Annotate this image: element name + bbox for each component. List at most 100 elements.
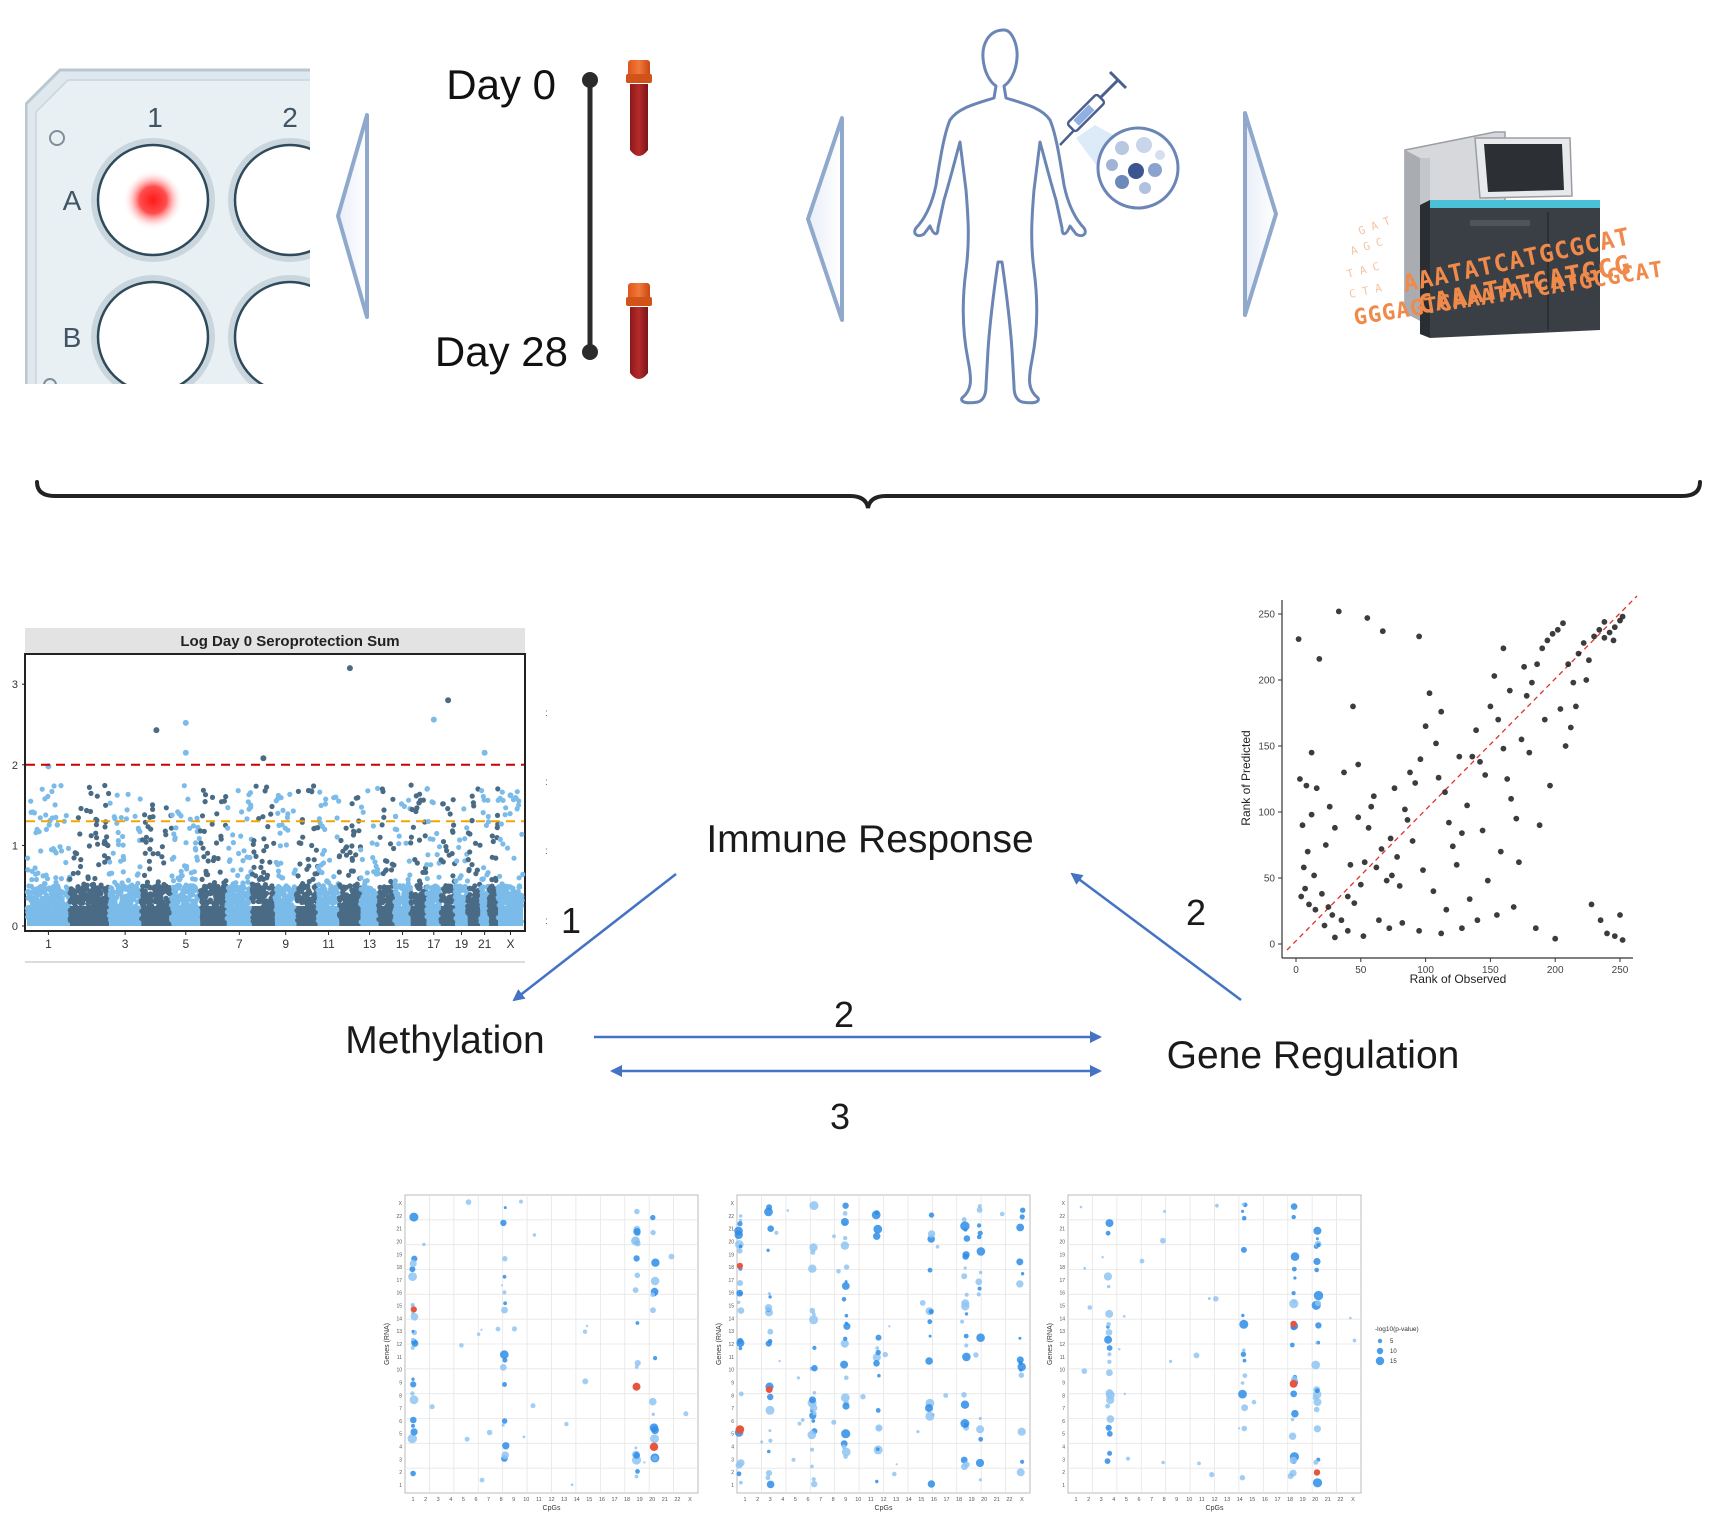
manhattan-point	[469, 817, 475, 824]
dotplot-x-tick-label: 5	[462, 1497, 465, 1503]
manhattan-point	[467, 892, 473, 898]
manhattan-point	[280, 875, 286, 881]
rank-point	[1365, 824, 1372, 831]
manhattan-point	[148, 912, 154, 918]
dotplot-point	[1016, 1356, 1024, 1364]
dotplot-ylabel: Genes (RNA)	[384, 1323, 391, 1365]
manhattan-point	[465, 857, 471, 863]
manhattan-point	[94, 817, 100, 824]
dotplot-point	[976, 1292, 981, 1297]
manhattan-point	[137, 864, 143, 870]
left-arrow-triangle-2	[806, 116, 844, 322]
dotplot-point	[1242, 1348, 1246, 1352]
manhattan-point	[452, 908, 458, 914]
manhattan-peak-point	[346, 665, 353, 672]
manhattan-point	[253, 884, 259, 891]
dotplot-point	[634, 1240, 641, 1247]
manhattan-point	[219, 886, 225, 892]
dotplot-x-tick-label: 21	[994, 1497, 1000, 1503]
dotplot-x-tick-label: 3	[1100, 1497, 1103, 1503]
manhattan-point	[189, 905, 195, 912]
rank-point	[1554, 626, 1561, 633]
manhattan-point	[139, 837, 146, 843]
dotplot-y-tick-label: 8	[1062, 1393, 1065, 1399]
manhattan-point	[166, 889, 172, 895]
manhattan-point	[447, 895, 454, 901]
manhattan-point	[102, 782, 108, 789]
manhattan-point	[168, 825, 174, 831]
rank-point	[1506, 687, 1513, 694]
dotplot-point	[480, 1328, 483, 1331]
dotplot-y-tick-label: 9	[1062, 1381, 1065, 1387]
edge-label-2-right: 2	[1186, 892, 1206, 933]
dotplot-y-tick-label: 13	[396, 1329, 402, 1335]
manhattan-point	[371, 869, 377, 875]
manhattan-point	[316, 882, 322, 888]
dotplot-y-tick-label: 16	[396, 1291, 402, 1297]
manhattan-point	[274, 903, 280, 909]
rank-point	[1355, 814, 1362, 821]
dotplot-point	[963, 1422, 969, 1427]
dotplot-point	[649, 1397, 657, 1406]
dotplot-point	[810, 1464, 814, 1469]
dotplot-point	[738, 1214, 743, 1218]
dotplot-x-tick-label: X	[688, 1497, 692, 1503]
manhattan-point	[351, 887, 357, 893]
manhattan-point	[455, 917, 462, 923]
manhattan-point	[260, 890, 267, 896]
dotplot-point	[1106, 1415, 1115, 1423]
dotplot-point	[410, 1381, 417, 1388]
manhattan-point	[469, 862, 475, 868]
manhattan-point	[107, 800, 113, 806]
dotplot-y-tick-label: 22	[396, 1214, 402, 1220]
dotplot-point	[651, 1258, 660, 1267]
manhattan-point	[114, 792, 120, 798]
dotplot-point	[812, 1411, 817, 1416]
manhattan-point	[210, 887, 217, 893]
manhattan-point	[240, 889, 246, 896]
manhattan-point	[434, 830, 440, 837]
manhattan-point	[199, 905, 205, 911]
manhattan-point	[330, 900, 336, 906]
manhattan-point	[176, 905, 182, 911]
manhattan-point	[63, 884, 69, 890]
manhattan-point	[245, 873, 251, 879]
manhattan-point	[475, 908, 481, 914]
dotplot-point	[1105, 1230, 1111, 1236]
manhattan-point	[358, 875, 364, 881]
manhattan-point	[388, 895, 394, 901]
manhattan-point	[393, 884, 399, 890]
dotplot-x-tick-label: 19	[969, 1497, 975, 1503]
dotplot-point	[765, 1470, 773, 1477]
dotplot-point	[1312, 1478, 1323, 1488]
manhattan-point	[493, 877, 499, 884]
rank-point	[1504, 776, 1511, 782]
dotplot-point	[812, 1391, 817, 1395]
dotplot-point	[1287, 1473, 1294, 1480]
manhattan-point	[193, 840, 199, 846]
dotplot-significant-point	[765, 1386, 773, 1393]
manhattan-point	[60, 918, 66, 924]
manhattan-point	[118, 858, 124, 864]
manhattan-point	[300, 834, 306, 840]
dotplot-point	[1241, 1209, 1245, 1213]
manhattan-point	[175, 915, 182, 921]
manhattan-point	[225, 910, 231, 916]
dotplot-point	[1240, 1246, 1247, 1253]
dotplot-point	[1215, 1203, 1219, 1208]
manhattan-point	[450, 829, 456, 835]
manhattan-point	[238, 867, 244, 873]
rank-y-tick-label: 0	[1269, 940, 1275, 951]
manhattan-point	[331, 874, 337, 880]
manhattan-point	[472, 887, 478, 894]
manhattan-point	[88, 833, 94, 839]
rank-point	[1387, 835, 1394, 842]
dotplot-point	[519, 1199, 523, 1204]
rank-point	[1332, 934, 1338, 941]
rank-point	[1617, 912, 1623, 918]
rank-point	[1534, 661, 1540, 668]
rank-point	[1487, 703, 1494, 710]
dotplot-point	[810, 1404, 818, 1412]
dotplot-y-tick-label: 3	[731, 1457, 734, 1463]
